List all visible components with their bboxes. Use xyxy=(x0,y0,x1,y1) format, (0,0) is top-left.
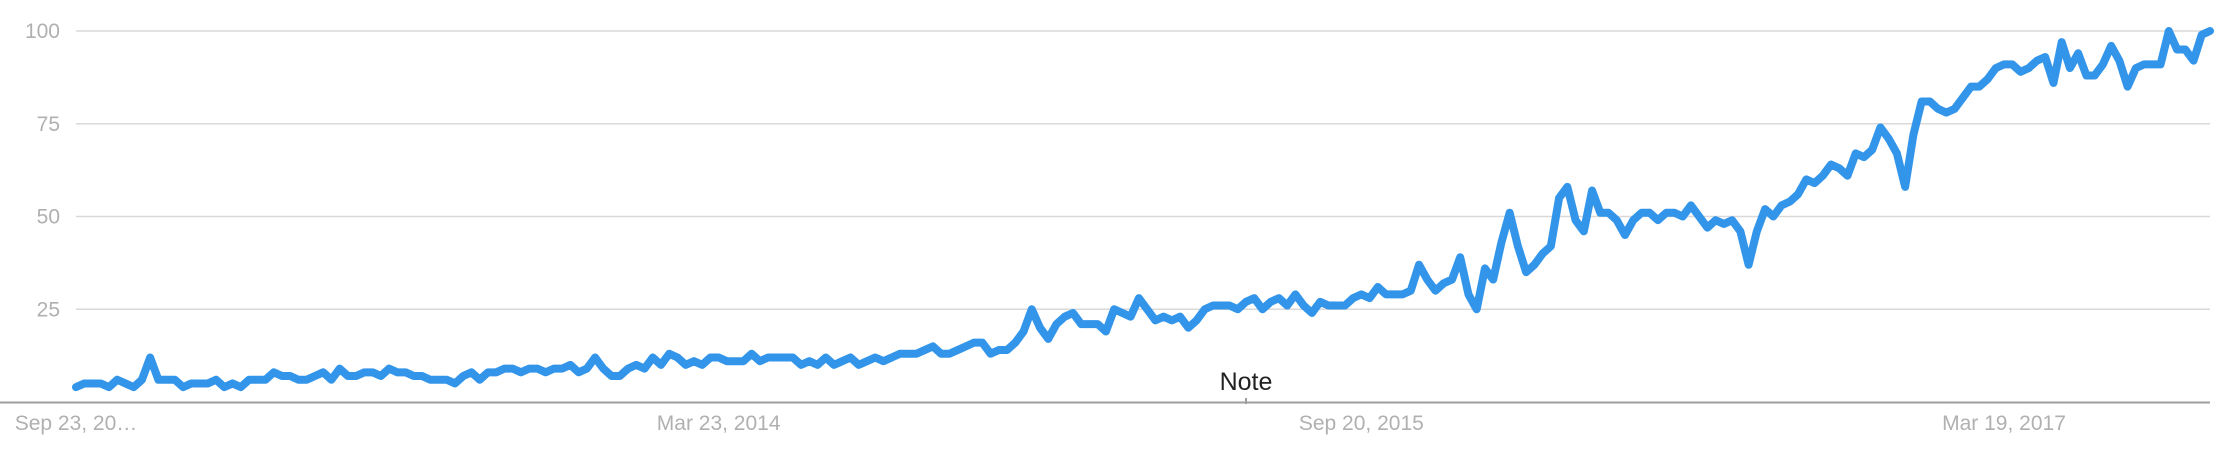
gridlines xyxy=(76,30,2210,310)
x-tick-label: Sep 20, 2015 xyxy=(1299,412,1424,435)
x-tick-label: Sep 23, 20… xyxy=(15,412,138,435)
y-tick-label: 100 xyxy=(25,20,60,43)
x-axis: Sep 23, 20… Mar 23, 2014 Sep 20, 2015 Mar 1… xyxy=(0,401,2210,435)
x-tick-label: Mar 19, 2017 xyxy=(1942,412,2066,435)
series-layer xyxy=(72,27,2214,392)
series-line xyxy=(72,27,2214,392)
y-tick-label: 75 xyxy=(37,113,60,136)
y-tick-label: 25 xyxy=(37,298,60,321)
y-tick-label: 50 xyxy=(37,206,60,229)
x-tick-label: Mar 23, 2014 xyxy=(657,412,781,435)
y-axis-tick-labels: 25 50 75 100 xyxy=(25,20,60,321)
note-annotation[interactable]: Note xyxy=(1220,368,1273,396)
annotation-layer: Note xyxy=(1220,368,1273,404)
